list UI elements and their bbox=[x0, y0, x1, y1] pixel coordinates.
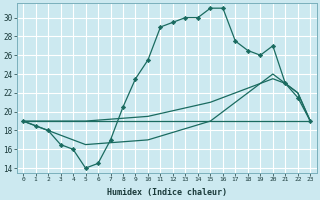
X-axis label: Humidex (Indice chaleur): Humidex (Indice chaleur) bbox=[107, 188, 227, 197]
